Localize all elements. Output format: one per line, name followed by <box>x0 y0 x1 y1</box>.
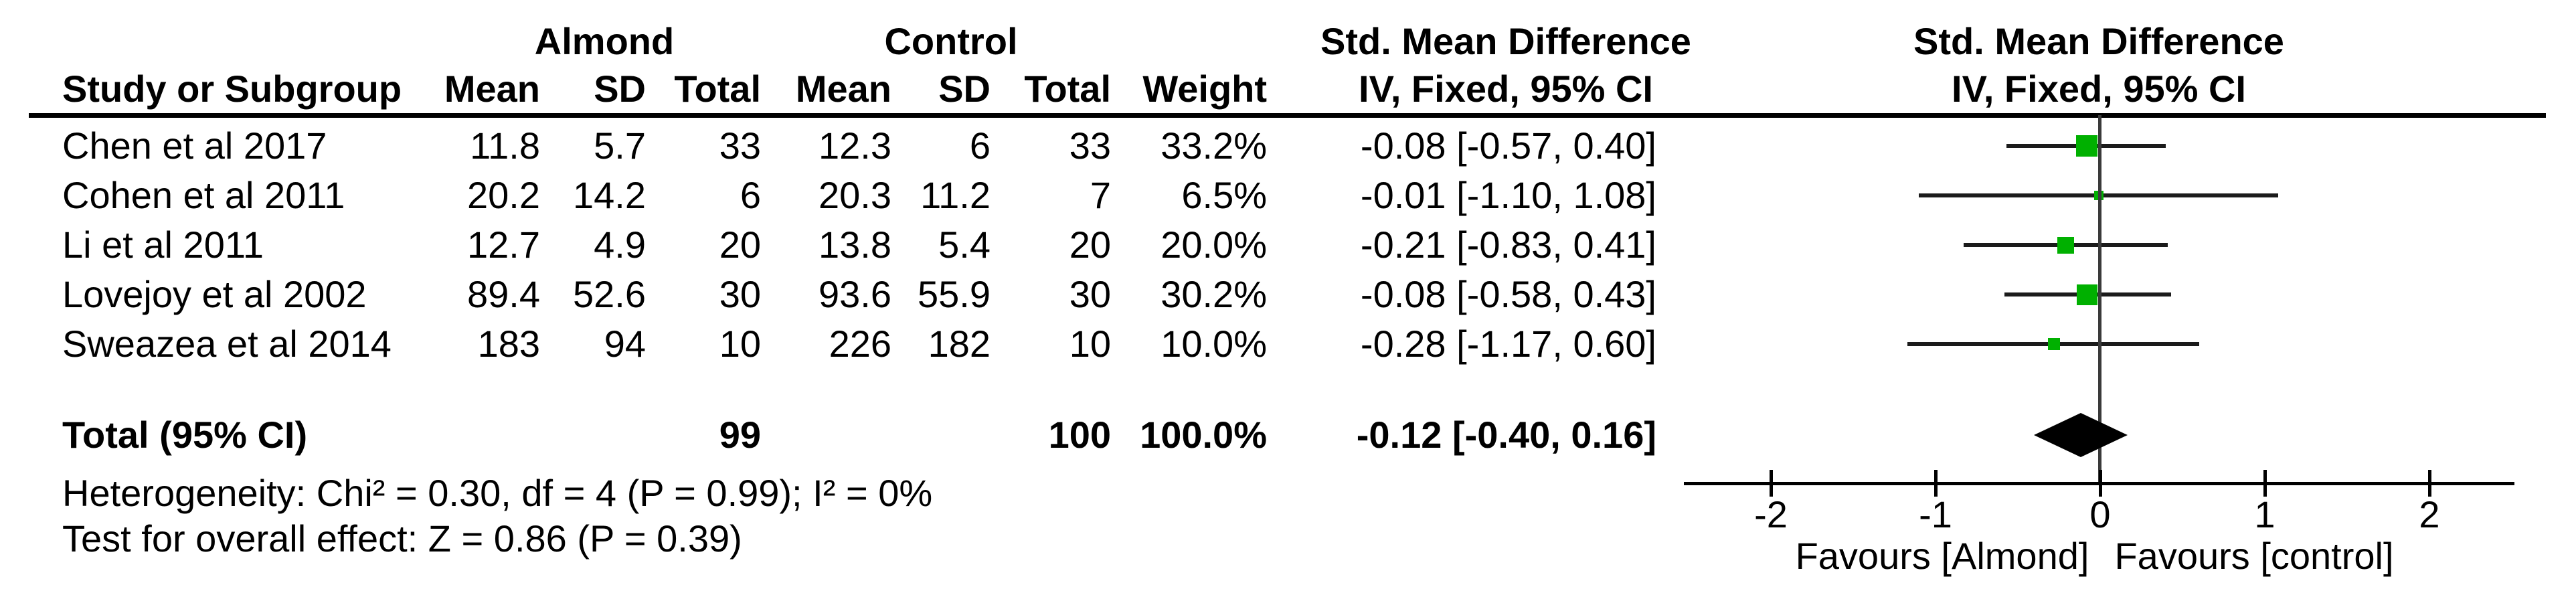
zero-reference-line <box>2098 115 2101 483</box>
study-name: Sweazea et al 2014 <box>62 323 392 365</box>
study-weight: 30.2% <box>1161 273 1267 315</box>
study-smd: -0.28 [-1.17, 0.60] <box>1360 323 1656 365</box>
study-mean1: 89.4 <box>467 273 540 315</box>
study-weight: 6.5% <box>1181 174 1267 216</box>
study-sd1: 94 <box>604 323 646 365</box>
study-n1: 30 <box>719 273 761 315</box>
total-weight: 100.0% <box>1140 414 1267 456</box>
study-smd: -0.01 [-1.10, 1.08] <box>1360 174 1656 216</box>
overall-effect-text: Test for overall effect: Z = 0.86 (P = 0… <box>62 517 742 560</box>
effect-square-marker <box>2048 338 2061 350</box>
study-mean2: 226 <box>829 323 891 365</box>
x-axis-tick-label: 2 <box>2419 493 2440 535</box>
study-sd1: 52.6 <box>573 273 646 315</box>
group-header-control: Control <box>884 20 1018 62</box>
x-axis-tick <box>2263 470 2267 497</box>
x-axis-tick-label: 0 <box>2089 493 2111 535</box>
x-axis-tick <box>1769 470 1773 497</box>
study-name: Chen et al 2017 <box>62 124 327 167</box>
study-sd1: 14.2 <box>573 174 646 216</box>
study-sd1: 5.7 <box>594 124 646 167</box>
effect-square-marker <box>2076 135 2098 157</box>
study-weight: 33.2% <box>1161 124 1267 167</box>
total-almond-n: 99 <box>719 414 761 456</box>
study-n1: 33 <box>719 124 761 167</box>
study-weight: 20.0% <box>1161 224 1267 266</box>
total-row-label: Total (95% CI) <box>62 414 308 456</box>
x-axis-tick <box>2098 470 2102 497</box>
study-mean2: 20.3 <box>819 174 891 216</box>
col-header-study: Study or Subgroup <box>62 68 402 110</box>
x-axis-tick-label: -2 <box>1754 493 1788 535</box>
study-n1: 10 <box>719 323 761 365</box>
x-axis-tick-label: 1 <box>2254 493 2276 535</box>
study-n2: 7 <box>1090 174 1111 216</box>
study-smd: -0.08 [-0.57, 0.40] <box>1360 124 1656 167</box>
col-header-almond-mean: Mean <box>444 68 540 110</box>
total-diamond-marker <box>2034 413 2128 457</box>
total-control-n: 100 <box>1048 414 1111 456</box>
study-mean1: 20.2 <box>467 174 540 216</box>
study-mean1: 11.8 <box>470 124 540 167</box>
col-header-control-mean: Mean <box>795 68 891 110</box>
x-axis-tick-label: -1 <box>1919 493 1952 535</box>
header-divider-rule <box>29 113 2546 118</box>
study-mean1: 183 <box>477 323 540 365</box>
study-n2: 33 <box>1069 124 1111 167</box>
smd-column-header-line2: IV, Fixed, 95% CI <box>1359 68 1653 110</box>
col-header-almond-total: Total <box>674 68 761 110</box>
study-name: Cohen et al 2011 <box>62 174 345 216</box>
x-axis-tick <box>2427 470 2431 497</box>
col-header-weight: Weight <box>1142 68 1267 110</box>
heterogeneity-text: Heterogeneity: Chi² = 0.30, df = 4 (P = … <box>62 472 933 514</box>
study-mean2: 93.6 <box>819 273 891 315</box>
study-sd2: 182 <box>928 323 991 365</box>
study-n2: 30 <box>1069 273 1111 315</box>
study-mean1: 12.7 <box>467 224 540 266</box>
study-n2: 10 <box>1069 323 1111 365</box>
effect-square-marker <box>2057 236 2074 254</box>
study-smd: -0.21 [-0.83, 0.41] <box>1360 224 1656 266</box>
col-header-almond-sd: SD <box>594 68 646 110</box>
study-mean2: 12.3 <box>819 124 891 167</box>
study-mean2: 13.8 <box>819 224 891 266</box>
study-n1: 20 <box>719 224 761 266</box>
smd-column-header-line1: Std. Mean Difference <box>1320 20 1691 62</box>
group-header-almond: Almond <box>534 20 675 62</box>
study-n1: 6 <box>740 174 761 216</box>
study-sd2: 11.2 <box>920 174 991 216</box>
study-sd1: 4.9 <box>594 224 646 266</box>
study-sd2: 5.4 <box>938 224 991 266</box>
total-smd-value: -0.12 [-0.40, 0.16] <box>1356 414 1656 456</box>
col-header-control-total: Total <box>1024 68 1111 110</box>
favours-left-label: Favours [Almond] <box>1795 535 2089 577</box>
study-smd: -0.08 [-0.58, 0.43] <box>1360 273 1656 315</box>
x-axis-tick <box>1934 470 1938 497</box>
study-name: Lovejoy et al 2002 <box>62 273 367 315</box>
col-header-control-sd: SD <box>938 68 991 110</box>
study-n2: 20 <box>1069 224 1111 266</box>
study-name: Li et al 2011 <box>62 224 264 266</box>
plot-header-line1: Std. Mean Difference <box>1913 20 2284 62</box>
favours-right-label: Favours [control] <box>2114 535 2394 577</box>
effect-square-marker <box>2076 284 2097 305</box>
plot-header-line2: IV, Fixed, 95% CI <box>1952 68 2246 110</box>
study-sd2: 55.9 <box>918 273 991 315</box>
study-sd2: 6 <box>969 124 991 167</box>
study-weight: 10.0% <box>1161 323 1267 365</box>
